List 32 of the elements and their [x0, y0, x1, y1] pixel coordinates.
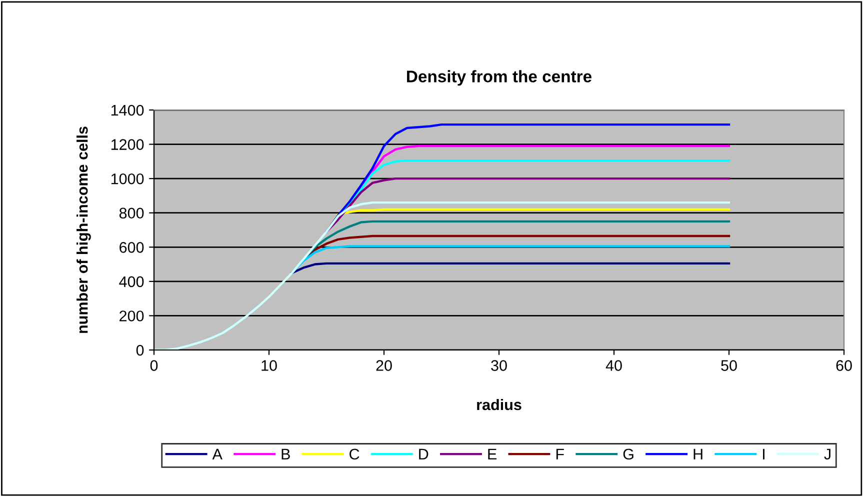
- y-tick-label: 1200: [111, 139, 144, 150]
- y-tick-label: 1000: [111, 173, 144, 184]
- x-axis-title: radius: [477, 398, 522, 410]
- x-tick-label: 10: [262, 360, 277, 371]
- legend-label: J: [824, 448, 830, 460]
- x-tick-label: 30: [491, 360, 507, 371]
- legend-label: F: [556, 448, 564, 460]
- legend-label: B: [282, 448, 290, 460]
- y-tick-label: 1400: [111, 104, 144, 116]
- legend-label: C: [350, 448, 360, 460]
- legend-label: G: [623, 448, 634, 460]
- x-tick-label: 20: [376, 360, 392, 371]
- x-tick-label: 40: [606, 360, 622, 371]
- y-tick-label: 600: [120, 242, 144, 253]
- legend-label: H: [694, 448, 702, 460]
- x-tick-label: 0: [150, 360, 158, 371]
- line-series: [290, 262, 730, 274]
- y-axis-title: number of high-income cells: [76, 126, 91, 333]
- line-series: [154, 201, 730, 350]
- x-tick-label: 60: [836, 360, 852, 371]
- y-tick-label: 0: [136, 344, 144, 356]
- legend-label: E: [488, 448, 496, 460]
- legend-label: D: [419, 448, 428, 460]
- legend-label: A: [212, 448, 222, 460]
- x-tick-label: 50: [721, 360, 737, 371]
- chart-title: Density from the centre: [407, 70, 592, 86]
- line-series: [325, 123, 730, 233]
- y-tick-label: 200: [120, 310, 144, 322]
- y-tick-label: 400: [119, 276, 144, 288]
- line-series: [325, 177, 730, 233]
- y-tick-label: 800: [119, 208, 144, 219]
- legend-label: I: [763, 448, 764, 460]
